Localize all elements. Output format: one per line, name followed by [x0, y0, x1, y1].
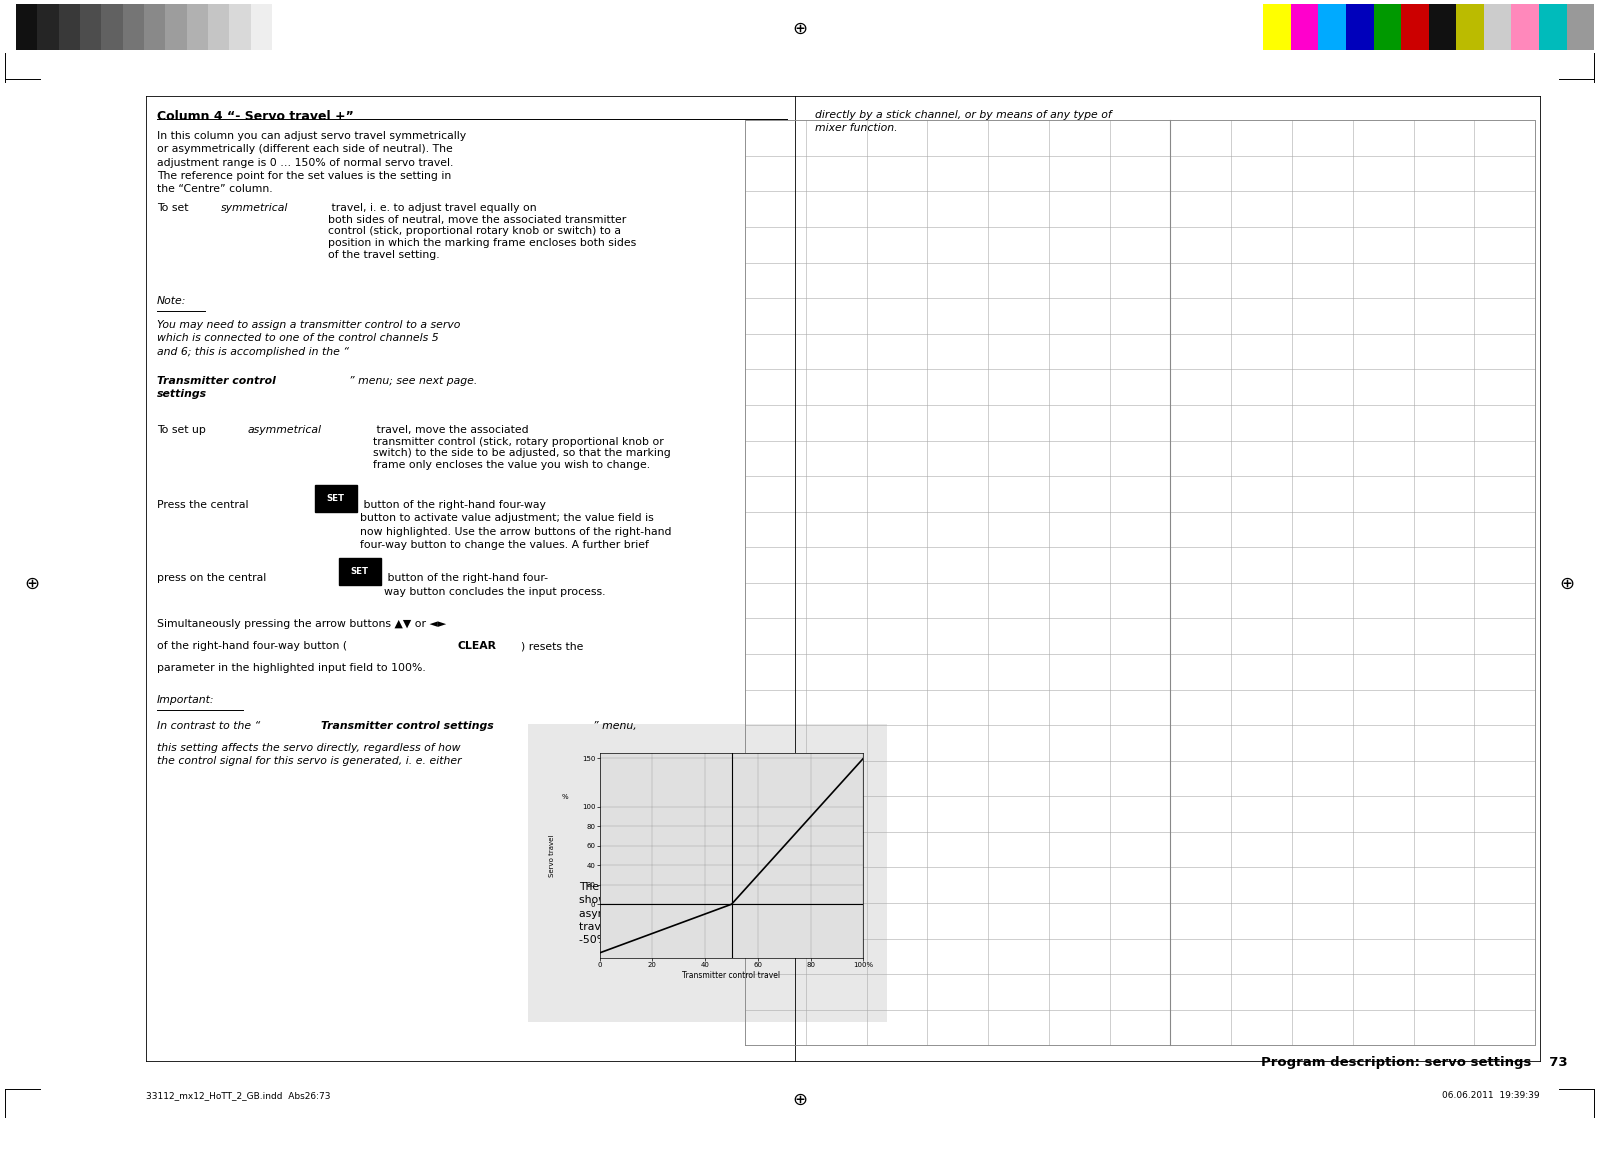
Bar [1374, 4, 1401, 50]
Bar [1263, 4, 1290, 50]
Text: In this column you can adjust servo travel symmetrically
or asymmetrically (diff: In this column you can adjust servo trav… [157, 131, 465, 194]
Bar [16, 4, 37, 50]
Text: Note:: Note: [157, 296, 185, 306]
Text: 33112_mx12_HoTT_2_GB.indd  Abs26:73: 33112_mx12_HoTT_2_GB.indd Abs26:73 [146, 1091, 329, 1100]
Text: Column 4 “- Servo travel +”: Column 4 “- Servo travel +” [157, 110, 353, 123]
Text: The graph alongside
shows an example of
asymmetrical servo
travel, with a settin: The graph alongside shows an example of … [579, 882, 705, 945]
Text: ⊕: ⊕ [1559, 575, 1575, 593]
Text: travel, move the associated
transmitter control (stick, rotary proportional knob: travel, move the associated transmitter … [373, 425, 670, 470]
Bar [37, 4, 59, 50]
Bar [229, 4, 251, 50]
Bar [1484, 4, 1511, 50]
Bar [1567, 4, 1594, 50]
Bar [101, 4, 123, 50]
Text: button of the right-hand four-
way button concludes the input process.: button of the right-hand four- way butto… [384, 573, 606, 597]
Text: travel, i. e. to adjust travel equally on
both sides of neutral, move the associ: travel, i. e. to adjust travel equally o… [328, 203, 636, 259]
Bar [59, 4, 80, 50]
Text: asymmetrical: asymmetrical [248, 425, 321, 436]
Text: ⊕: ⊕ [24, 575, 40, 593]
Bar [1430, 4, 1457, 50]
Bar [80, 4, 101, 50]
Text: press on the central: press on the central [157, 573, 270, 584]
Text: Simultaneously pressing the arrow buttons ▲▼ or ◄►: Simultaneously pressing the arrow button… [157, 619, 446, 630]
Bar [1540, 4, 1567, 50]
X-axis label: Transmitter control travel: Transmitter control travel [683, 971, 780, 980]
Text: Important:: Important: [157, 695, 214, 705]
FancyBboxPatch shape [315, 485, 357, 512]
Text: directly by a stick channel, or by means of any type of
mixer function.: directly by a stick channel, or by means… [815, 110, 1113, 133]
Text: 06.06.2011  19:39:39: 06.06.2011 19:39:39 [1442, 1091, 1540, 1100]
Bar [1457, 4, 1484, 50]
Bar [123, 4, 144, 50]
Text: ” menu,: ” menu, [593, 721, 636, 731]
Bar [251, 4, 272, 50]
Bar [1318, 4, 1346, 50]
Bar [1346, 4, 1374, 50]
Text: You may need to assign a transmitter control to a servo
which is connected to on: You may need to assign a transmitter con… [157, 320, 461, 356]
Text: symmetrical: symmetrical [221, 203, 288, 214]
Text: of the right-hand four-way button (: of the right-hand four-way button ( [157, 641, 347, 652]
Text: SET: SET [350, 568, 369, 576]
Text: this setting affects the servo directly, regardless of how
the control signal fo: this setting affects the servo directly,… [157, 743, 462, 766]
Text: To set: To set [157, 203, 192, 214]
Text: Press the central: Press the central [157, 500, 251, 510]
Bar [144, 4, 165, 50]
Text: To set up: To set up [157, 425, 209, 436]
Bar [1401, 4, 1430, 50]
Text: In contrast to the “: In contrast to the “ [157, 721, 261, 731]
FancyBboxPatch shape [339, 558, 381, 585]
Bar [1290, 4, 1318, 50]
Text: ) resets the: ) resets the [521, 641, 584, 652]
Text: Servo travel: Servo travel [548, 834, 555, 877]
Text: Transmitter control settings: Transmitter control settings [321, 721, 494, 731]
Bar [187, 4, 208, 50]
Text: Program description: servo settings: Program description: servo settings [1262, 1056, 1532, 1069]
Text: 73: 73 [1540, 1056, 1567, 1069]
Bar [1511, 4, 1540, 50]
Text: button of the right-hand four-way
button to activate value adjustment; the value: button of the right-hand four-way button… [360, 500, 672, 550]
Text: ⊕: ⊕ [792, 20, 807, 39]
Bar [528, 724, 887, 1022]
Bar [208, 4, 229, 50]
Text: %: % [561, 794, 568, 800]
Text: CLEAR: CLEAR [457, 641, 496, 652]
Text: SET: SET [326, 494, 345, 502]
Text: ⊕: ⊕ [792, 1091, 807, 1110]
Text: ” menu; see next page.: ” menu; see next page. [349, 376, 477, 387]
Bar [165, 4, 187, 50]
Text: parameter in the highlighted input field to 100%.: parameter in the highlighted input field… [157, 663, 425, 674]
Text: Transmitter control
settings: Transmitter control settings [157, 376, 275, 399]
